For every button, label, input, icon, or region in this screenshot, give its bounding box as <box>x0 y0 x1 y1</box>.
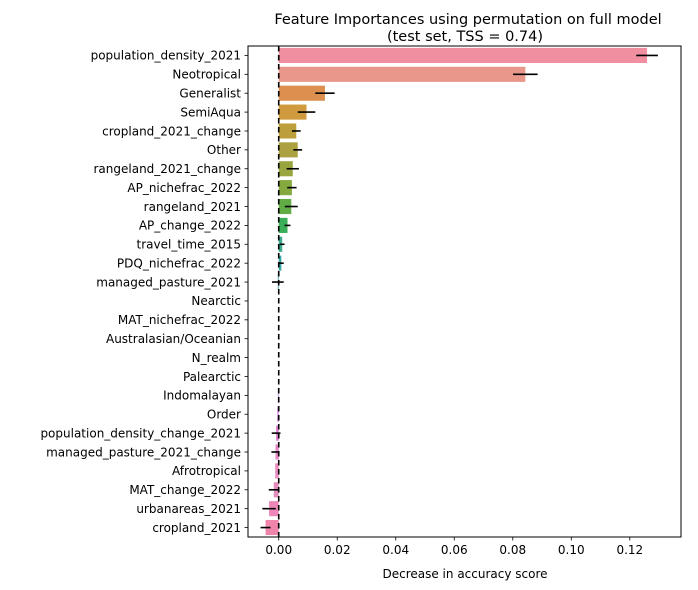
y-tick-label: MAT_change_2022 <box>129 483 241 497</box>
bars-group <box>265 47 648 536</box>
x-tick-label: 0.12 <box>616 543 643 557</box>
y-tick-labels: population_density_2021 Neotropical Genera… <box>40 49 248 535</box>
bar <box>278 142 298 158</box>
y-tick-label: cropland_2021 <box>152 521 241 535</box>
y-tick-label: Neotropical <box>172 68 241 82</box>
bar <box>277 406 279 422</box>
y-tick-label: cropland_2021_change <box>102 124 241 138</box>
bar <box>278 217 288 233</box>
y-tick-label: Generalist <box>179 87 241 101</box>
bar <box>278 104 307 120</box>
y-tick-label: AP_nichefrac_2022 <box>127 181 241 195</box>
bar <box>278 66 526 82</box>
y-tick-label: managed_pasture_2021_change <box>46 445 241 459</box>
y-tick-label: AP_change_2022 <box>139 219 241 233</box>
y-tick-label: Order <box>207 408 241 422</box>
bar <box>265 520 279 536</box>
y-tick-label: Indomalayan <box>163 389 241 403</box>
y-tick-label: Other <box>207 143 241 157</box>
y-tick-label: Afrotropical <box>172 464 241 478</box>
x-axis-label: Decrease in accuracy score <box>382 567 547 581</box>
bar <box>277 387 279 403</box>
y-tick-label: managed_pasture_2021 <box>96 275 241 289</box>
chart-subtitle: (test set, TSS = 0.74) <box>387 29 543 45</box>
y-tick-label: N_realm <box>192 351 241 365</box>
bar <box>278 180 292 196</box>
bar <box>278 47 648 63</box>
y-tick-label: SemiAqua <box>180 105 241 119</box>
y-tick-label: Palearctic <box>183 370 241 384</box>
error-bars-group <box>260 54 658 529</box>
y-tick-label: population_density_2021 <box>91 49 241 63</box>
y-tick-label: Australasian/Oceanian <box>106 332 241 346</box>
y-tick-label: MAT_nichefrac_2022 <box>118 313 241 327</box>
y-tick-label: travel_time_2015 <box>137 238 241 252</box>
y-tick-label: PDQ_nichefrac_2022 <box>117 256 241 270</box>
y-tick-label: urbanareas_2021 <box>136 502 241 516</box>
chart-title: Feature Importances using permutation on… <box>274 12 661 28</box>
x-tick-label: 0.06 <box>441 543 468 557</box>
bar <box>278 85 325 101</box>
y-tick-label: population_density_change_2021 <box>40 426 241 440</box>
x-tick-label: 0.04 <box>382 543 409 557</box>
x-tick-label: 0.10 <box>558 543 585 557</box>
bar <box>275 463 279 479</box>
y-tick-label: rangeland_2021 <box>144 200 241 214</box>
y-tick-label: Nearctic <box>191 294 241 308</box>
plot-frame <box>247 45 682 538</box>
x-ticks: 0.00 0.02 0.04 0.06 0.08 0.10 0.12 <box>265 537 643 557</box>
x-tick-label: 0.02 <box>324 543 351 557</box>
bar <box>278 123 297 139</box>
y-tick-label: rangeland_2021_change <box>93 162 241 176</box>
x-tick-label: 0.08 <box>499 543 526 557</box>
bar <box>278 161 293 177</box>
x-tick-label: 0.00 <box>265 543 292 557</box>
